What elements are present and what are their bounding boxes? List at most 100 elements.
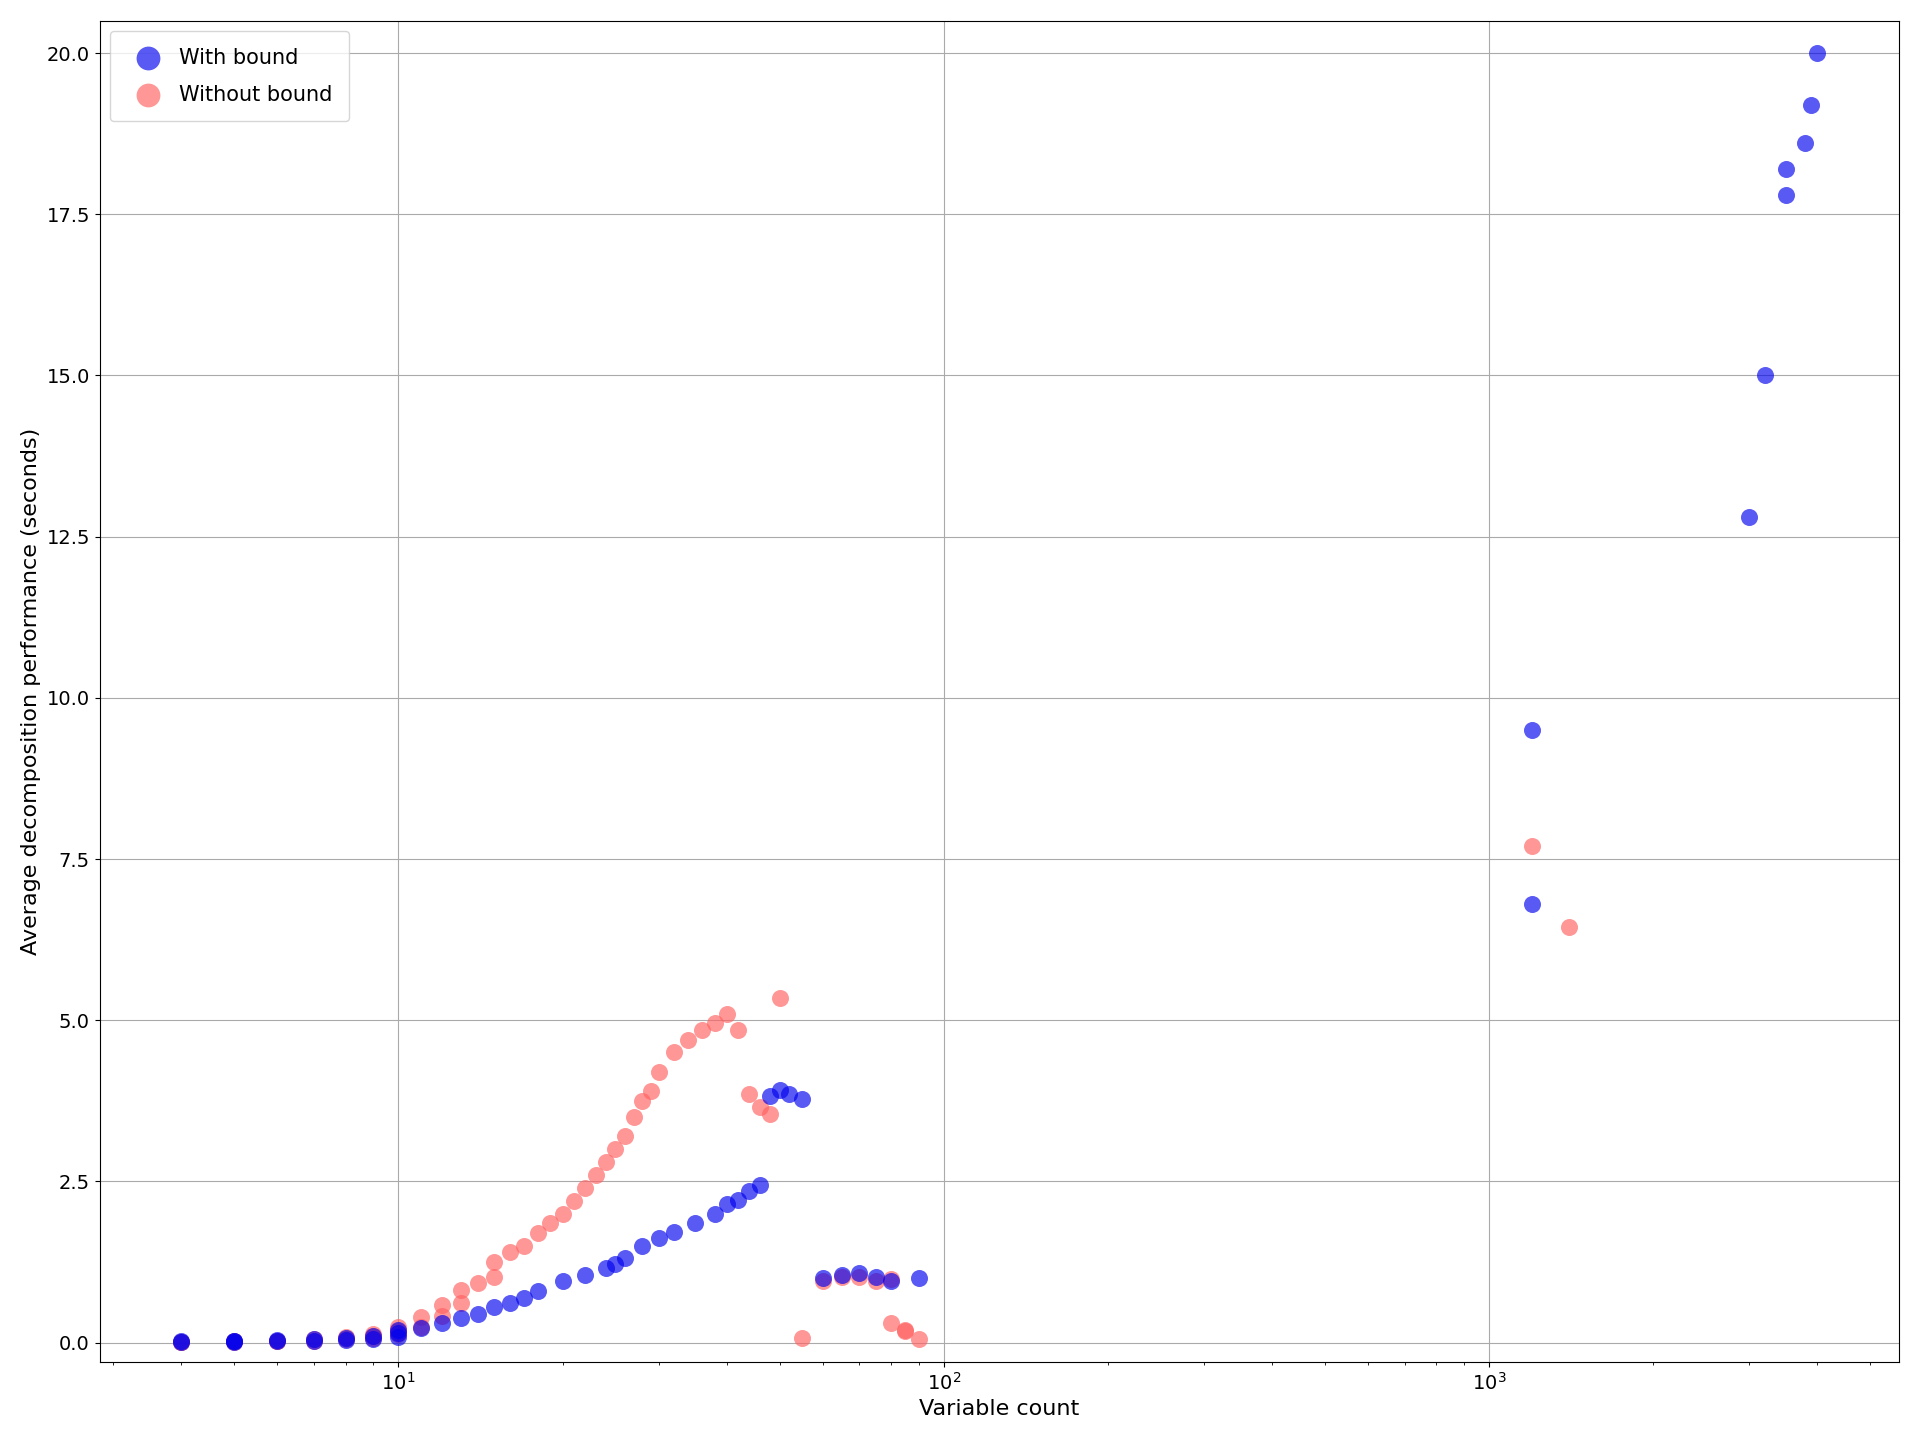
Without bound — [359, 1323, 390, 1346]
Without bound — [876, 1312, 906, 1335]
Without bound — [659, 1041, 689, 1064]
Without bound — [672, 1028, 703, 1051]
With bound — [330, 1329, 361, 1352]
Without bound — [536, 1212, 566, 1236]
With bound — [165, 1331, 196, 1354]
Without bound — [745, 1096, 776, 1119]
With bound — [445, 1306, 476, 1329]
Without bound — [643, 1060, 674, 1083]
With bound — [628, 1234, 659, 1257]
Without bound — [618, 1106, 649, 1129]
With bound — [659, 1220, 689, 1243]
Without bound — [1553, 916, 1584, 939]
With bound — [261, 1329, 292, 1352]
With bound — [1770, 183, 1801, 206]
Without bound — [165, 1331, 196, 1354]
Without bound — [219, 1331, 250, 1354]
Without bound — [426, 1293, 457, 1316]
With bound — [733, 1179, 764, 1202]
Without bound — [522, 1221, 553, 1244]
X-axis label: Variable count: Variable count — [920, 1400, 1079, 1420]
Without bound — [509, 1234, 540, 1257]
With bound — [643, 1227, 674, 1250]
Without bound — [687, 1018, 718, 1041]
With bound — [680, 1212, 710, 1236]
Without bound — [559, 1189, 589, 1212]
Without bound — [384, 1323, 415, 1346]
With bound — [745, 1174, 776, 1197]
With bound — [1517, 719, 1548, 742]
With bound — [1770, 157, 1801, 180]
With bound — [845, 1261, 876, 1284]
With bound — [755, 1084, 785, 1107]
Without bound — [547, 1202, 578, 1225]
With bound — [219, 1329, 250, 1352]
Without bound — [712, 1002, 743, 1025]
Without bound — [405, 1305, 436, 1328]
Without bound — [445, 1292, 476, 1315]
With bound — [1803, 42, 1834, 65]
With bound — [300, 1329, 330, 1352]
Without bound — [889, 1318, 920, 1341]
Legend: With bound, Without bound: With bound, Without bound — [109, 32, 349, 121]
Without bound — [589, 1151, 620, 1174]
With bound — [712, 1192, 743, 1215]
Without bound — [300, 1329, 330, 1352]
With bound — [359, 1325, 390, 1348]
Without bound — [330, 1328, 361, 1351]
With bound — [764, 1079, 795, 1102]
With bound — [330, 1326, 361, 1349]
Without bound — [860, 1270, 891, 1293]
With bound — [300, 1328, 330, 1351]
With bound — [1517, 893, 1548, 916]
Without bound — [904, 1328, 935, 1351]
Without bound — [359, 1325, 390, 1348]
With bound — [547, 1270, 578, 1293]
With bound — [493, 1292, 524, 1315]
With bound — [1795, 94, 1826, 117]
Without bound — [787, 1326, 818, 1349]
Without bound — [889, 1319, 920, 1342]
Without bound — [463, 1272, 493, 1295]
Without bound — [580, 1164, 611, 1187]
Without bound — [219, 1329, 250, 1352]
With bound — [522, 1280, 553, 1303]
With bound — [219, 1331, 250, 1354]
With bound — [876, 1270, 906, 1293]
With bound — [509, 1286, 540, 1309]
Without bound — [384, 1316, 415, 1339]
Without bound — [876, 1269, 906, 1292]
Without bound — [845, 1266, 876, 1289]
With bound — [601, 1253, 632, 1276]
With bound — [699, 1202, 730, 1225]
Without bound — [628, 1089, 659, 1112]
Without bound — [636, 1080, 666, 1103]
With bound — [384, 1318, 415, 1341]
Without bound — [300, 1328, 330, 1351]
With bound — [219, 1329, 250, 1352]
Without bound — [426, 1305, 457, 1328]
With bound — [1789, 132, 1820, 156]
Without bound — [330, 1326, 361, 1349]
With bound — [609, 1246, 639, 1269]
With bound — [787, 1087, 818, 1110]
With bound — [384, 1326, 415, 1349]
With bound — [860, 1266, 891, 1289]
With bound — [261, 1329, 292, 1352]
With bound — [359, 1328, 390, 1351]
Without bound — [480, 1250, 511, 1273]
Without bound — [601, 1138, 632, 1161]
Without bound — [764, 986, 795, 1009]
With bound — [1749, 364, 1780, 387]
With bound — [405, 1318, 436, 1341]
Without bound — [570, 1176, 601, 1200]
With bound — [826, 1263, 856, 1286]
With bound — [808, 1267, 839, 1290]
With bound — [724, 1188, 755, 1211]
Without bound — [480, 1266, 511, 1289]
With bound — [774, 1083, 804, 1106]
Without bound — [808, 1270, 839, 1293]
With bound — [1734, 505, 1764, 528]
Without bound — [261, 1329, 292, 1352]
Without bound — [405, 1315, 436, 1338]
